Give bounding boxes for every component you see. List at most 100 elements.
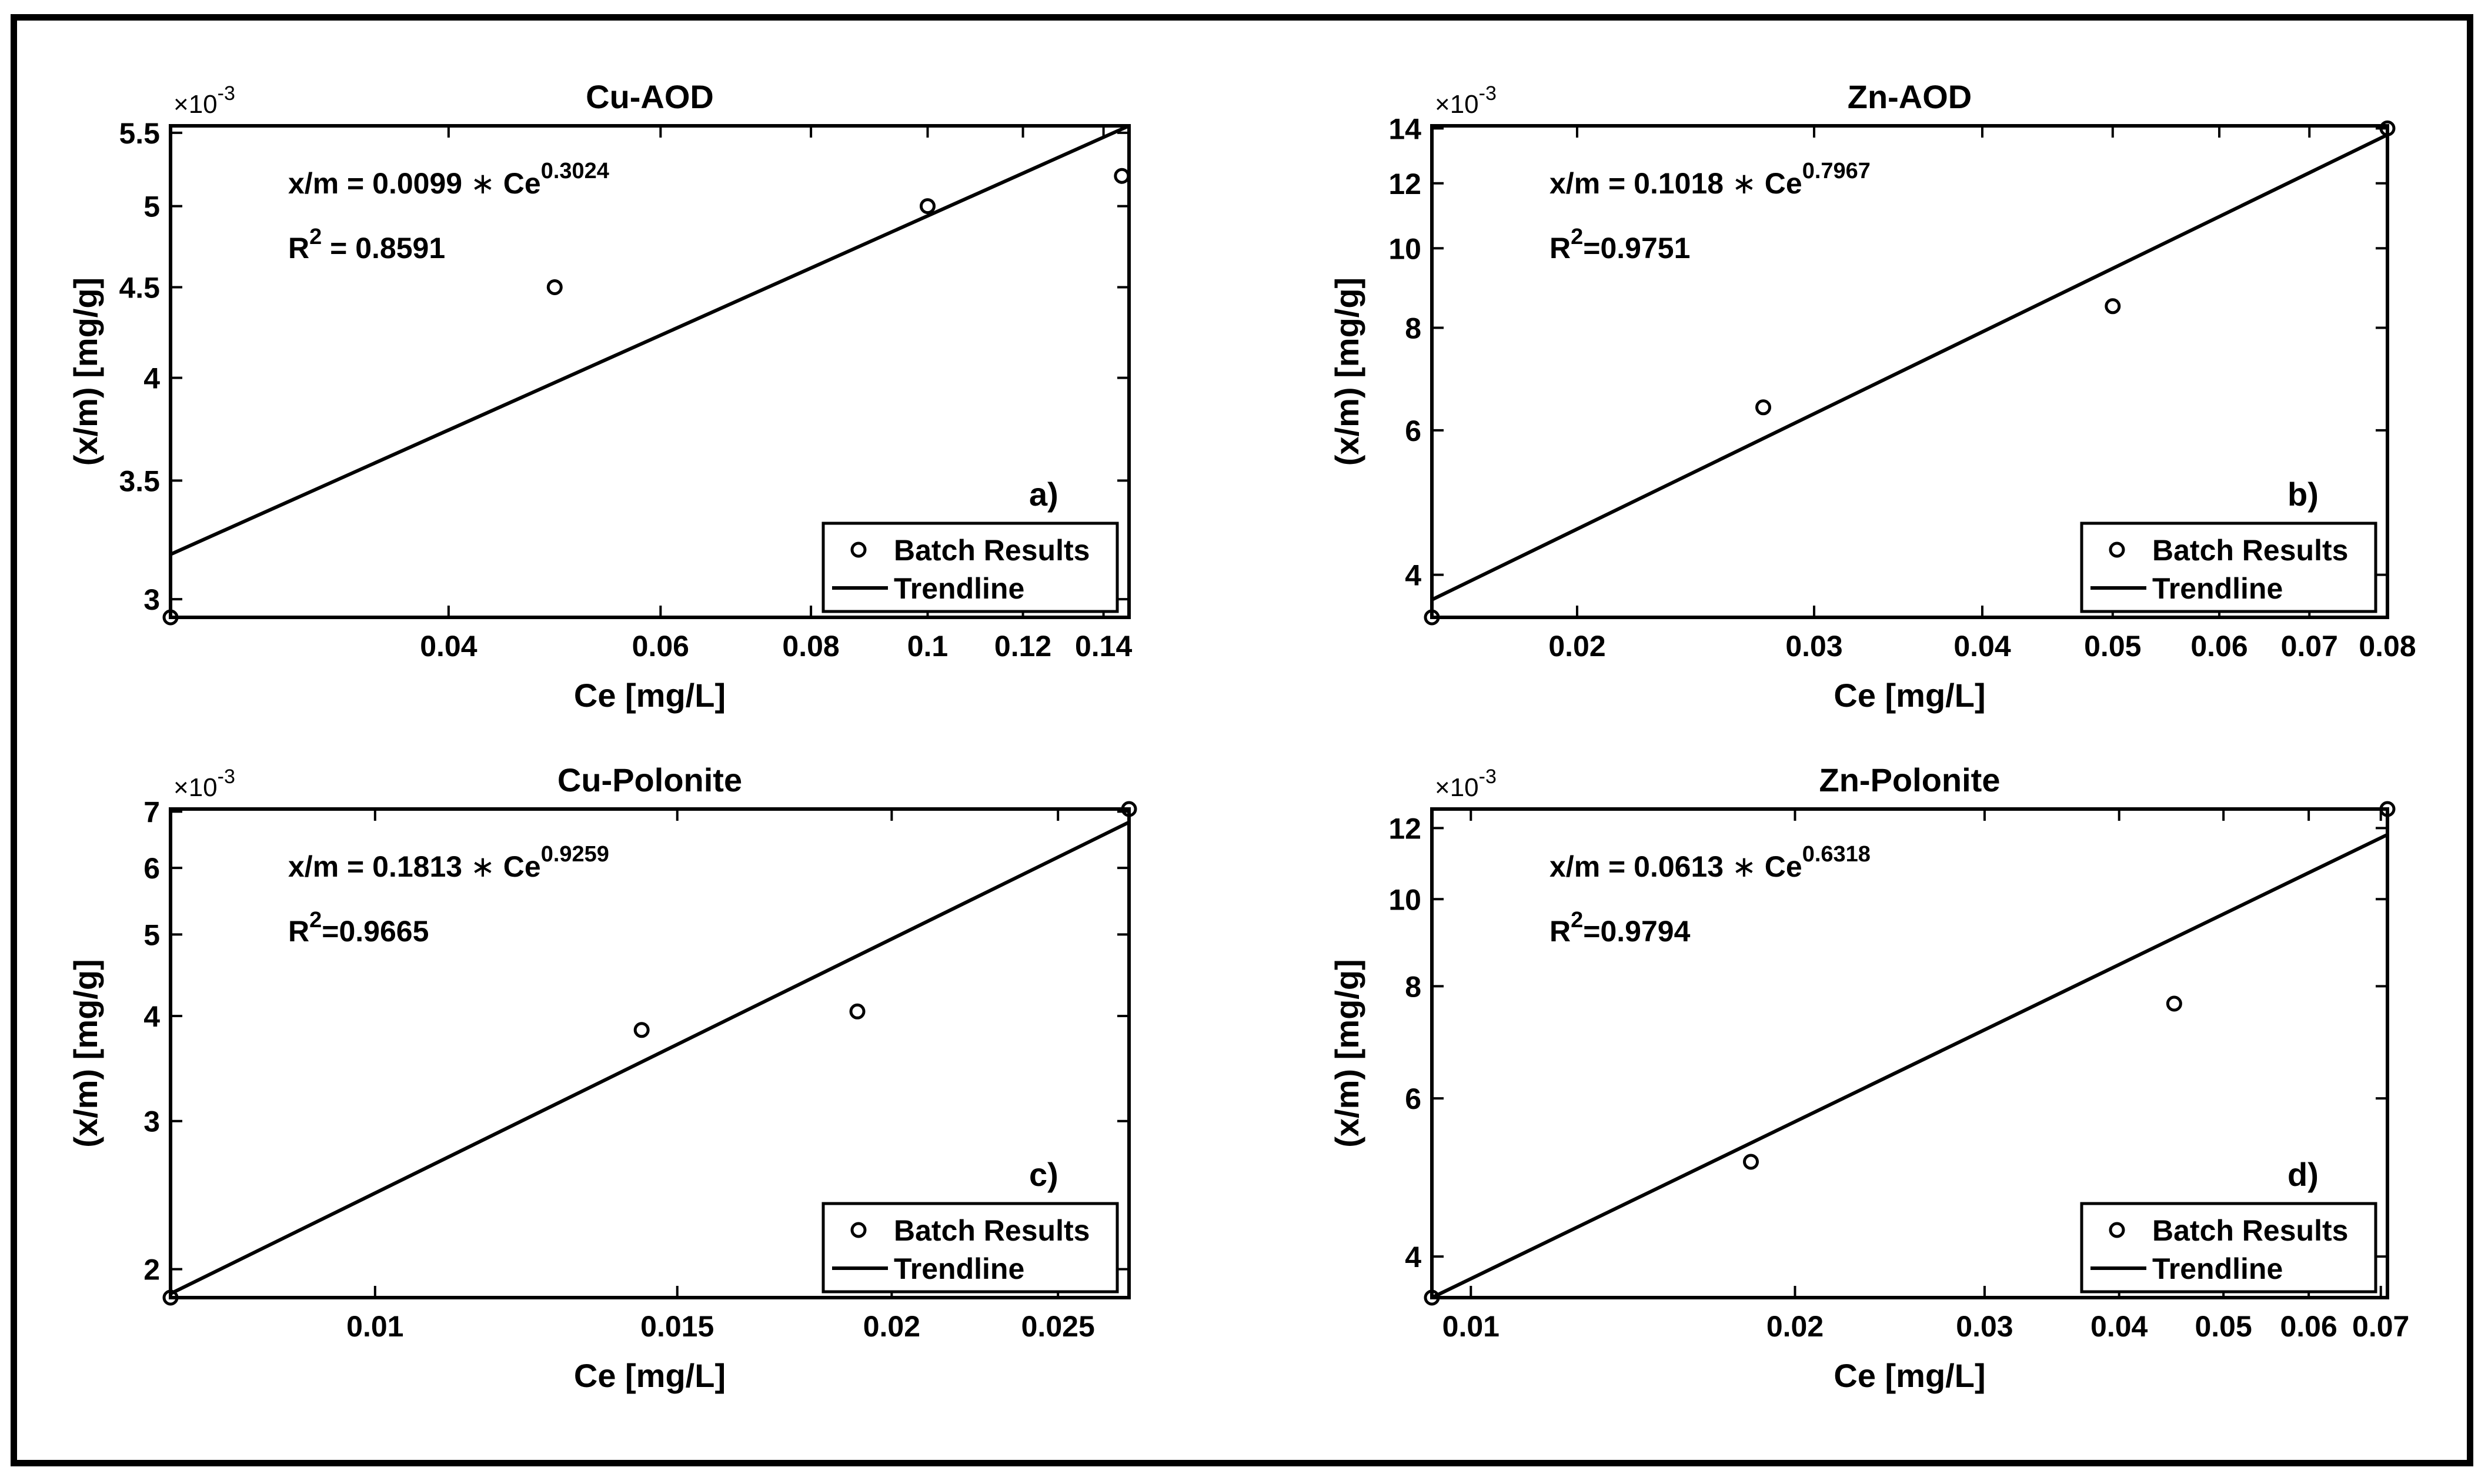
x-tick-label: 0.01 bbox=[346, 1310, 403, 1343]
legend-entry-trendline: Trendline bbox=[2152, 572, 2283, 605]
data-point bbox=[1121, 801, 1137, 817]
fit-equation: x/m = 0.1018 ∗ Ce0.7967 bbox=[1549, 159, 1871, 200]
y-tick-label: 3 bbox=[143, 1105, 160, 1138]
fit-equation-lhs: x/m = 0.0613 bbox=[1549, 850, 1724, 883]
data-point bbox=[1424, 609, 1440, 626]
y-tick-label: 12 bbox=[1388, 168, 1421, 200]
data-point bbox=[2166, 995, 2182, 1012]
legend-marker-scatter bbox=[2109, 1222, 2125, 1238]
y-multiplier-exp: -3 bbox=[218, 82, 235, 105]
y-multiplier-exp: -3 bbox=[1479, 766, 1497, 788]
x-tick-label: 0.015 bbox=[640, 1310, 714, 1343]
y-tick-label: 6 bbox=[1405, 415, 1421, 447]
y-multiplier-exp: -3 bbox=[218, 766, 235, 788]
fit-equation-base: Ce bbox=[1765, 850, 1802, 883]
y-multiplier-base: ×10 bbox=[173, 773, 218, 802]
r-squared-value: =0.9751 bbox=[1583, 232, 1690, 265]
data-point bbox=[162, 1289, 179, 1306]
fit-equation-base: Ce bbox=[503, 167, 541, 200]
y-tick-label: 2 bbox=[143, 1254, 160, 1286]
panel-label: d) bbox=[2287, 1156, 2319, 1193]
plot-area bbox=[169, 124, 1131, 619]
x-tick-label: 0.14 bbox=[1075, 630, 1133, 663]
y-multiplier-exp: -3 bbox=[1479, 82, 1497, 105]
legend-entry-batch-results: Batch Results bbox=[894, 1214, 1090, 1247]
y-multiplier: ×10-3 bbox=[1435, 766, 1497, 802]
data-point bbox=[849, 1003, 866, 1020]
plot-area bbox=[1430, 124, 2389, 619]
r-squared-sup: 2 bbox=[1571, 225, 1583, 249]
fit-equation-exponent: 0.9259 bbox=[541, 842, 609, 867]
fit-equation: x/m = 0.0613 ∗ Ce0.6318 bbox=[1549, 842, 1871, 883]
data-point bbox=[1424, 1289, 1440, 1306]
legend: Batch Results Trendline bbox=[2080, 522, 2377, 613]
panel-label: b) bbox=[2287, 476, 2319, 513]
y-tick-label: 5 bbox=[143, 190, 160, 223]
y-tick-label: 12 bbox=[1388, 812, 1421, 845]
data-point bbox=[2379, 120, 2396, 136]
fit-equation-base: Ce bbox=[503, 850, 541, 883]
legend-box bbox=[821, 522, 1119, 613]
data-point bbox=[546, 279, 563, 295]
y-multiplier-base: ×10 bbox=[1435, 773, 1479, 802]
x-tick-label: 0.07 bbox=[2281, 630, 2338, 663]
y-multiplier: ×10-3 bbox=[1435, 82, 1497, 119]
y-tick-label: 10 bbox=[1388, 883, 1421, 916]
fit-equation-lhs: x/m = 0.0099 bbox=[288, 167, 462, 200]
fit-equation-lhs: x/m = 0.1018 bbox=[1549, 167, 1724, 200]
r-squared: R2=0.9665 bbox=[288, 908, 429, 948]
x-tick-label: 0.04 bbox=[1953, 630, 2011, 663]
y-tick-label: 4 bbox=[143, 1000, 160, 1033]
x-tick-label: 0.05 bbox=[2195, 1310, 2252, 1343]
x-tick-label: 0.07 bbox=[2352, 1310, 2409, 1343]
legend-entry-batch-results: Batch Results bbox=[894, 534, 1090, 567]
x-tick-label: 0.02 bbox=[863, 1310, 920, 1343]
chart-panel-4: Zn-Polonite 0.01 0.02 0.03 0.04 0.05 0.06 0.07 4… bbox=[1328, 761, 2409, 1394]
legend-entry-trendline: Trendline bbox=[2152, 1252, 2283, 1285]
y-axis-label: (x/m) [mg/g] bbox=[1328, 278, 1365, 466]
fit-equation-exponent: 0.6318 bbox=[1802, 842, 1871, 867]
fit-equation: x/m = 0.1813 ∗ Ce0.9259 bbox=[288, 842, 609, 883]
y-axis-label: (x/m) [mg/g] bbox=[1328, 959, 1365, 1147]
y-tick-label: 3 bbox=[143, 583, 160, 616]
y-tick-label: 7 bbox=[143, 796, 160, 828]
legend-entry-trendline: Trendline bbox=[894, 1252, 1024, 1285]
y-tick-label: 5 bbox=[143, 918, 160, 951]
x-axis-label: Ce [mg/L] bbox=[1834, 1357, 1985, 1394]
data-point bbox=[1743, 1154, 1759, 1170]
fit-equation-lhs: x/m = 0.1813 bbox=[288, 850, 462, 883]
y-tick-label: 4 bbox=[1405, 1241, 1421, 1274]
chart-title: Cu-Polonite bbox=[557, 761, 742, 798]
y-tick-label: 4.5 bbox=[119, 271, 160, 304]
fit-equation-base: Ce bbox=[1765, 167, 1802, 200]
x-tick-label: 0.06 bbox=[632, 630, 689, 663]
data-point bbox=[1114, 168, 1130, 184]
fit-equation-operator: ∗ bbox=[1724, 850, 1765, 883]
fit-equation-operator: ∗ bbox=[462, 167, 503, 200]
trendline bbox=[169, 820, 1130, 1296]
r-squared-sup: 2 bbox=[309, 908, 322, 932]
trendline bbox=[1431, 833, 2389, 1299]
x-tick-label: 0.12 bbox=[994, 630, 1051, 663]
x-tick-label: 0.03 bbox=[1785, 630, 1842, 663]
x-tick-label: 0.08 bbox=[782, 630, 839, 663]
x-tick-label: 0.08 bbox=[2359, 630, 2416, 663]
fit-equation-operator: ∗ bbox=[462, 850, 503, 883]
chart-title: Cu-AOD bbox=[586, 78, 714, 115]
x-tick-label: 0.04 bbox=[2090, 1310, 2148, 1343]
data-point bbox=[633, 1022, 650, 1038]
x-tick-label: 0.025 bbox=[1021, 1310, 1095, 1343]
x-tick-label: 0.01 bbox=[1442, 1310, 1500, 1343]
x-tick-label: 0.02 bbox=[1548, 630, 1605, 663]
r-squared-label: R bbox=[288, 232, 309, 265]
legend-marker-scatter bbox=[850, 1222, 867, 1238]
y-tick-label: 10 bbox=[1388, 232, 1421, 265]
legend-box bbox=[2080, 522, 2377, 613]
fit-equation-exponent: 0.3024 bbox=[541, 159, 609, 183]
y-tick-label: 14 bbox=[1388, 112, 1421, 145]
y-tick-label: 3.5 bbox=[119, 464, 160, 497]
x-tick-label: 0.06 bbox=[2280, 1310, 2337, 1343]
y-tick-label: 8 bbox=[1405, 312, 1421, 345]
fit-equation: x/m = 0.0099 ∗ Ce0.3024 bbox=[288, 159, 609, 200]
x-tick-label: 0.02 bbox=[1766, 1310, 1824, 1343]
